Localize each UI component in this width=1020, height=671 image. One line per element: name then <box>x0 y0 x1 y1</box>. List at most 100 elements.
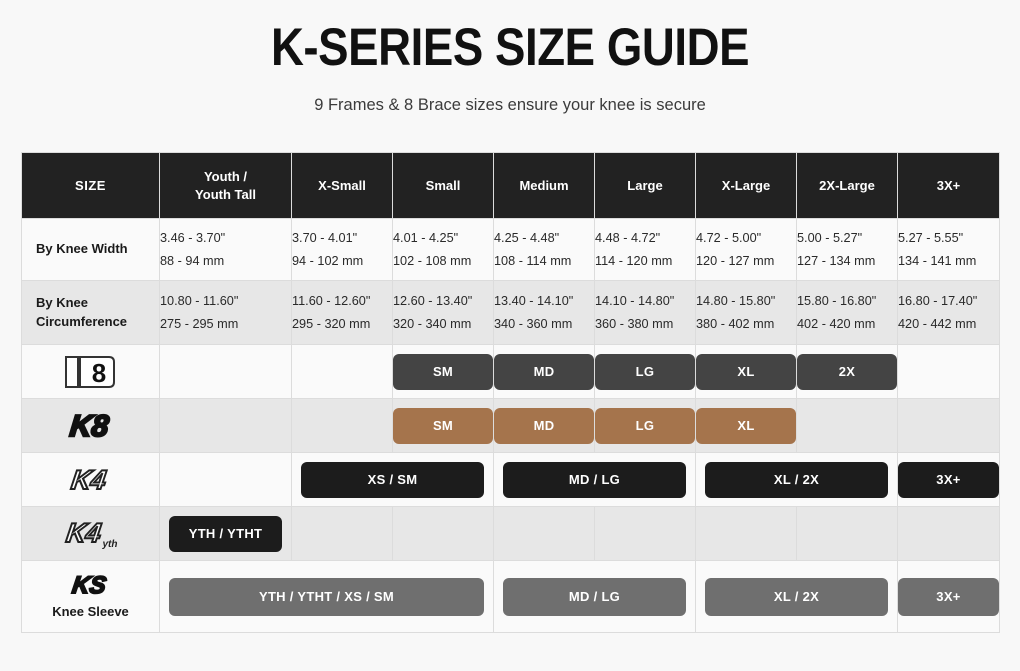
k8-outline-medium-cell[interactable]: MD <box>493 344 595 399</box>
value-inch: 14.80 - 15.80" <box>696 294 776 309</box>
size-pill-xl-2x[interactable]: XL / 2X <box>705 461 888 498</box>
value-inch: 16.80 - 17.40" <box>898 294 978 309</box>
column-header-size: SIZE <box>21 152 160 219</box>
k8-solid-large-cell[interactable]: LG <box>594 398 696 453</box>
size-pill-3x[interactable]: 3X+ <box>898 577 999 616</box>
size-pill-md[interactable]: MD <box>494 353 594 390</box>
k8-outline-icon: 8 <box>64 355 115 388</box>
k8-solid-2x-empty <box>796 398 898 453</box>
row-label-knee-width: By Knee Width <box>21 218 160 281</box>
k8-outline-large-cell[interactable]: LG <box>594 344 696 399</box>
value-inch: 5.27 - 5.55" <box>898 231 964 246</box>
header-row: SIZE Youth / Youth Tall X-Small Small Me… <box>21 152 1000 219</box>
svg-text:8: 8 <box>91 358 105 388</box>
value-inch: 4.25 - 4.48" <box>494 231 560 246</box>
column-header-x-small: X-Small <box>291 152 393 219</box>
size-pill-lg[interactable]: LG <box>595 353 695 390</box>
value-mm: 380 - 402 mm <box>696 316 775 331</box>
knee-width-youth: 3.46 - 3.70" 88 - 94 mm <box>159 218 292 281</box>
value-inch: 5.00 - 5.27" <box>797 231 863 246</box>
k8-outline-small-cell[interactable]: SM <box>392 344 494 399</box>
size-pill-sm[interactable]: SM <box>393 353 493 390</box>
ks-3x-cell[interactable]: 3X+ <box>897 560 1000 633</box>
value-mm: 360 - 380 mm <box>595 316 674 331</box>
value-inch: 15.80 - 16.80" <box>797 294 877 309</box>
svg-text:K8: K8 <box>68 410 110 442</box>
size-pill-yth-ytht[interactable]: YTH / YTHT <box>169 515 282 552</box>
knee-circ-x-large: 14.80 - 15.80" 380 - 402 mm <box>695 280 797 345</box>
youth-line-2: Youth Tall <box>195 186 256 202</box>
size-pill-md-lg[interactable]: MD / LG <box>503 461 686 498</box>
table-row-k4-yth: K4 yth YTH / YTHT <box>21 506 1000 561</box>
value-inch: 3.70 - 4.01" <box>292 231 358 246</box>
knee-circ-2x-large: 15.80 - 16.80" 402 - 420 mm <box>796 280 898 345</box>
k4-yth-2x-empty <box>796 506 898 561</box>
svg-text:K4: K4 <box>69 464 108 495</box>
ks-yth-xs-sm-cell[interactable]: YTH / YTHT / XS / SM <box>159 560 494 633</box>
table-row-k4: K4 XS / SM MD / LG XL / 2X <box>21 452 1000 507</box>
k8-outline-x-large-cell[interactable]: XL <box>695 344 797 399</box>
size-pill-lg[interactable]: LG <box>595 407 695 444</box>
table-row-k8-outline: 8 SM MD LG XL <box>21 344 1000 399</box>
k8-outline-2x-large-cell[interactable]: 2X <box>796 344 898 399</box>
value-inch: 11.60 - 12.60" <box>292 294 371 309</box>
value-mm: 340 - 360 mm <box>494 316 573 331</box>
k4-xl-2x-cell[interactable]: XL / 2X <box>695 452 898 507</box>
k8-solid-x-large-cell[interactable]: XL <box>695 398 797 453</box>
value-inch: 12.60 - 13.40" <box>393 294 473 309</box>
size-pill-yth-ytht-xs-sm[interactable]: YTH / YTHT / XS / SM <box>169 577 484 616</box>
ks-caption: Knee Sleeve <box>52 603 129 619</box>
value-inch: 10.80 - 11.60" <box>160 294 239 309</box>
knee-circ-medium: 13.40 - 14.10" 340 - 360 mm <box>493 280 595 345</box>
knee-circ-x-small: 11.60 - 12.60" 295 - 320 mm <box>291 280 393 345</box>
value-mm: 295 - 320 mm <box>292 316 371 331</box>
k8-solid-small-cell[interactable]: SM <box>392 398 494 453</box>
k8-outline-logo: 8 <box>22 353 159 391</box>
size-pill-2x[interactable]: 2X <box>797 353 897 390</box>
knee-width-small: 4.01 - 4.25" 102 - 108 mm <box>392 218 494 281</box>
k4-outline-icon: K4 <box>68 464 109 496</box>
column-header-small: Small <box>392 152 494 219</box>
k4-yth-x-small-empty <box>291 506 393 561</box>
ks-logo-cell: KS Knee Sleeve <box>21 560 160 633</box>
value-mm: 102 - 108 mm <box>393 253 472 268</box>
size-pill-md[interactable]: MD <box>494 407 594 444</box>
k8-solid-medium-cell[interactable]: MD <box>493 398 595 453</box>
value-inch: 4.48 - 4.72" <box>595 231 661 246</box>
k8-outline-3x-empty <box>897 344 1000 399</box>
ks-xl-2x-cell[interactable]: XL / 2X <box>695 560 898 633</box>
k4-yth-youth-cell[interactable]: YTH / YTHT <box>159 506 292 561</box>
knee-circ-3x-plus: 16.80 - 17.40" 420 - 442 mm <box>897 280 1000 345</box>
youth-line-1: Youth / <box>203 168 248 184</box>
ks-md-lg-cell[interactable]: MD / LG <box>493 560 696 633</box>
size-pill-3x[interactable]: 3X+ <box>898 461 999 498</box>
value-inch: 3.46 - 3.70" <box>160 231 226 246</box>
column-header-medium: Medium <box>493 152 595 219</box>
size-pill-xl[interactable]: XL <box>696 407 796 444</box>
table-row-k8-solid: K8 SM MD LG XL <box>21 398 1000 453</box>
size-pill-xs-sm[interactable]: XS / SM <box>301 461 484 498</box>
value-mm: 127 - 134 mm <box>797 253 876 268</box>
row-label-knee-circumference: By Knee Circumference <box>21 280 160 345</box>
column-header-2x-large: 2X-Large <box>796 152 898 219</box>
k4-xs-sm-cell[interactable]: XS / SM <box>291 452 494 507</box>
knee-width-x-small: 3.70 - 4.01" 94 - 102 mm <box>291 218 393 281</box>
size-pill-sm[interactable]: SM <box>393 407 493 444</box>
k4-md-lg-cell[interactable]: MD / LG <box>493 452 696 507</box>
k4-logo-cell: K4 <box>21 452 160 507</box>
size-pill-md-lg[interactable]: MD / LG <box>503 577 686 616</box>
size-pill-xl[interactable]: XL <box>696 353 796 390</box>
svg-text:KS: KS <box>70 572 107 598</box>
knee-width-2x-large: 5.00 - 5.27" 127 - 134 mm <box>796 218 898 281</box>
size-pill-xl-2x[interactable]: XL / 2X <box>705 577 888 616</box>
k8-outline-x-small-empty <box>291 344 393 399</box>
k4-yth-x-large-empty <box>695 506 797 561</box>
column-header-youth: Youth / Youth Tall <box>159 152 292 219</box>
k4-youth-empty <box>159 452 292 507</box>
k4-3x-cell[interactable]: 3X+ <box>897 452 1000 507</box>
knee-circ-youth: 10.80 - 11.60" 275 - 295 mm <box>159 280 292 345</box>
k8-outline-logo-cell: 8 <box>21 344 160 399</box>
page-subtitle: 9 Frames & 8 Brace sizes ensure your kne… <box>314 96 706 114</box>
k8-outline-youth-empty <box>159 344 292 399</box>
